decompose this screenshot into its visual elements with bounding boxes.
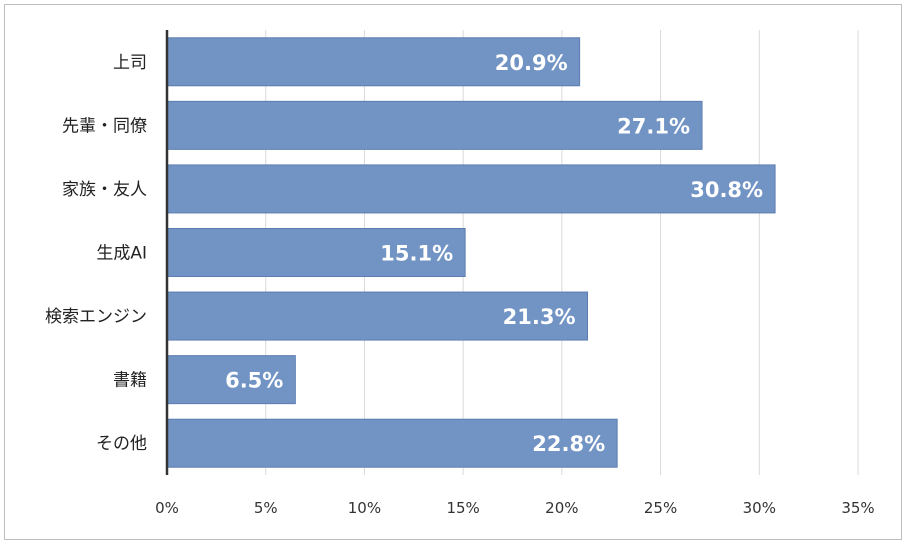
x-tick-label: 15% [446,499,479,517]
data-label: 20.9% [495,51,568,75]
bar [166,291,589,341]
category-label: 家族・友人 [62,180,147,200]
data-labels: 20.9% 27.1% 30.8% 15.1% 21.3% 6.5% 22.8% [225,51,763,456]
category-label: 書籍 [113,371,147,391]
bar [166,37,581,87]
category-label: 検索エンジン [45,307,147,327]
x-tick-label: 5% [254,499,278,517]
bar [166,100,703,150]
x-tick-label: 25% [644,499,677,517]
category-label: 先輩・同僚 [62,116,147,136]
x-tick-label: 10% [348,499,381,517]
data-label: 6.5% [225,369,283,393]
bars [166,37,776,468]
category-label: 生成AI [96,244,147,264]
category-label: その他 [96,434,147,454]
x-tick-label: 0% [155,499,179,517]
x-tick-labels: 0% 5% 10% 15% 20% 25% 30% 35% [155,499,875,517]
category-label: 上司 [113,53,147,73]
bar [166,418,618,468]
x-tick-label: 30% [743,499,776,517]
data-label: 21.3% [503,305,576,329]
bar [166,355,296,405]
x-tick-label: 20% [545,499,578,517]
data-label: 22.8% [532,432,605,456]
data-label: 30.8% [690,178,763,202]
data-label: 15.1% [380,242,453,266]
bar [166,164,776,214]
x-tick-label: 35% [841,499,874,517]
data-label: 27.1% [617,114,690,138]
